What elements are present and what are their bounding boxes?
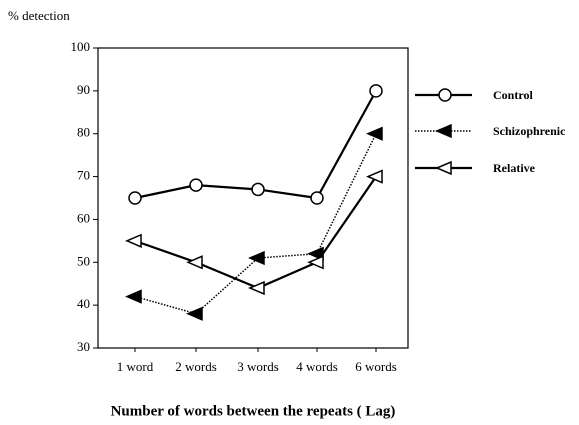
legend-label: Control <box>493 88 533 102</box>
y-axis-label: % detection <box>8 8 70 23</box>
plot-frame <box>97 47 409 349</box>
data-point <box>125 289 142 304</box>
y-tick-label: 60 <box>77 210 90 225</box>
data-point <box>251 182 265 197</box>
legend-label: Relative <box>493 161 536 175</box>
data-point <box>366 126 383 141</box>
x-tick-label: 6 words <box>355 359 397 374</box>
y-tick-label: 40 <box>77 296 90 311</box>
series-line <box>134 90 377 200</box>
data-point <box>248 280 265 296</box>
y-tick-label: 90 <box>77 82 90 97</box>
x-tick-label: 2 words <box>175 359 217 374</box>
data-point <box>248 250 265 266</box>
data-point <box>125 233 142 248</box>
y-tick-label: 100 <box>71 39 91 54</box>
data-point <box>186 306 203 321</box>
data-point <box>307 246 324 261</box>
y-tick-label: 80 <box>77 125 90 140</box>
x-tick-label: 4 words <box>296 359 338 374</box>
legend-label: Schizophrenic <box>493 124 566 138</box>
y-tick-label: 50 <box>77 253 90 268</box>
data-point <box>369 84 383 98</box>
x-tick-label: 1 word <box>117 359 154 374</box>
x-axis-label: Number of words between the repeats ( La… <box>111 403 396 419</box>
x-tick-label: 3 words <box>237 359 279 374</box>
data-point <box>189 178 203 192</box>
y-tick-label: 70 <box>77 168 90 183</box>
data-point <box>307 255 324 270</box>
data-point <box>310 191 324 205</box>
series-line <box>134 133 377 315</box>
legend-marker <box>435 123 452 139</box>
y-tick-label: 30 <box>77 339 90 354</box>
data-point <box>366 169 383 184</box>
legend-marker <box>438 88 452 102</box>
legend-marker <box>435 160 452 176</box>
data-point <box>186 255 203 270</box>
data-point <box>128 191 142 205</box>
